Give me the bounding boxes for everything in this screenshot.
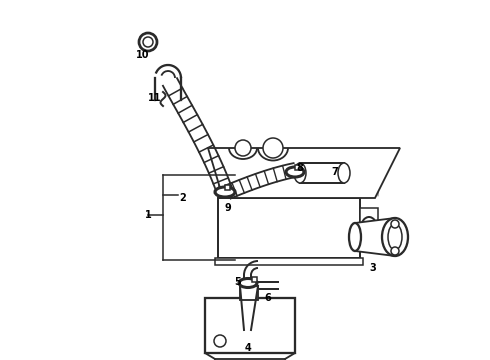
Bar bbox=[215, 258, 363, 265]
Bar bbox=[218, 198, 360, 258]
Polygon shape bbox=[355, 218, 395, 256]
Text: 3: 3 bbox=[369, 263, 376, 273]
Ellipse shape bbox=[338, 163, 350, 183]
Bar bbox=[295, 165, 300, 170]
Text: 7: 7 bbox=[332, 167, 339, 177]
Ellipse shape bbox=[239, 279, 257, 288]
Circle shape bbox=[391, 220, 399, 228]
Circle shape bbox=[139, 33, 157, 51]
Text: 10: 10 bbox=[136, 50, 150, 60]
Text: 6: 6 bbox=[265, 293, 271, 303]
Polygon shape bbox=[208, 148, 400, 198]
Text: 1: 1 bbox=[145, 210, 151, 220]
Bar bbox=[225, 185, 230, 190]
Bar bbox=[240, 286, 258, 300]
Bar bbox=[300, 163, 344, 183]
Ellipse shape bbox=[294, 163, 306, 183]
Bar bbox=[360, 208, 378, 248]
Text: 4: 4 bbox=[245, 343, 251, 353]
Text: 8: 8 bbox=[296, 163, 303, 173]
Text: 5: 5 bbox=[235, 277, 242, 287]
Text: 11: 11 bbox=[148, 93, 162, 103]
Text: 2: 2 bbox=[180, 193, 186, 203]
Ellipse shape bbox=[349, 223, 361, 251]
Text: 9: 9 bbox=[224, 203, 231, 213]
Ellipse shape bbox=[215, 187, 235, 197]
Bar bbox=[252, 277, 257, 282]
Bar bbox=[205, 298, 295, 353]
Circle shape bbox=[391, 247, 399, 255]
Ellipse shape bbox=[388, 224, 402, 250]
Circle shape bbox=[214, 335, 226, 347]
Ellipse shape bbox=[286, 167, 304, 177]
Circle shape bbox=[143, 37, 153, 47]
Ellipse shape bbox=[361, 217, 377, 239]
Circle shape bbox=[235, 140, 251, 156]
Circle shape bbox=[263, 138, 283, 158]
Ellipse shape bbox=[382, 218, 408, 256]
